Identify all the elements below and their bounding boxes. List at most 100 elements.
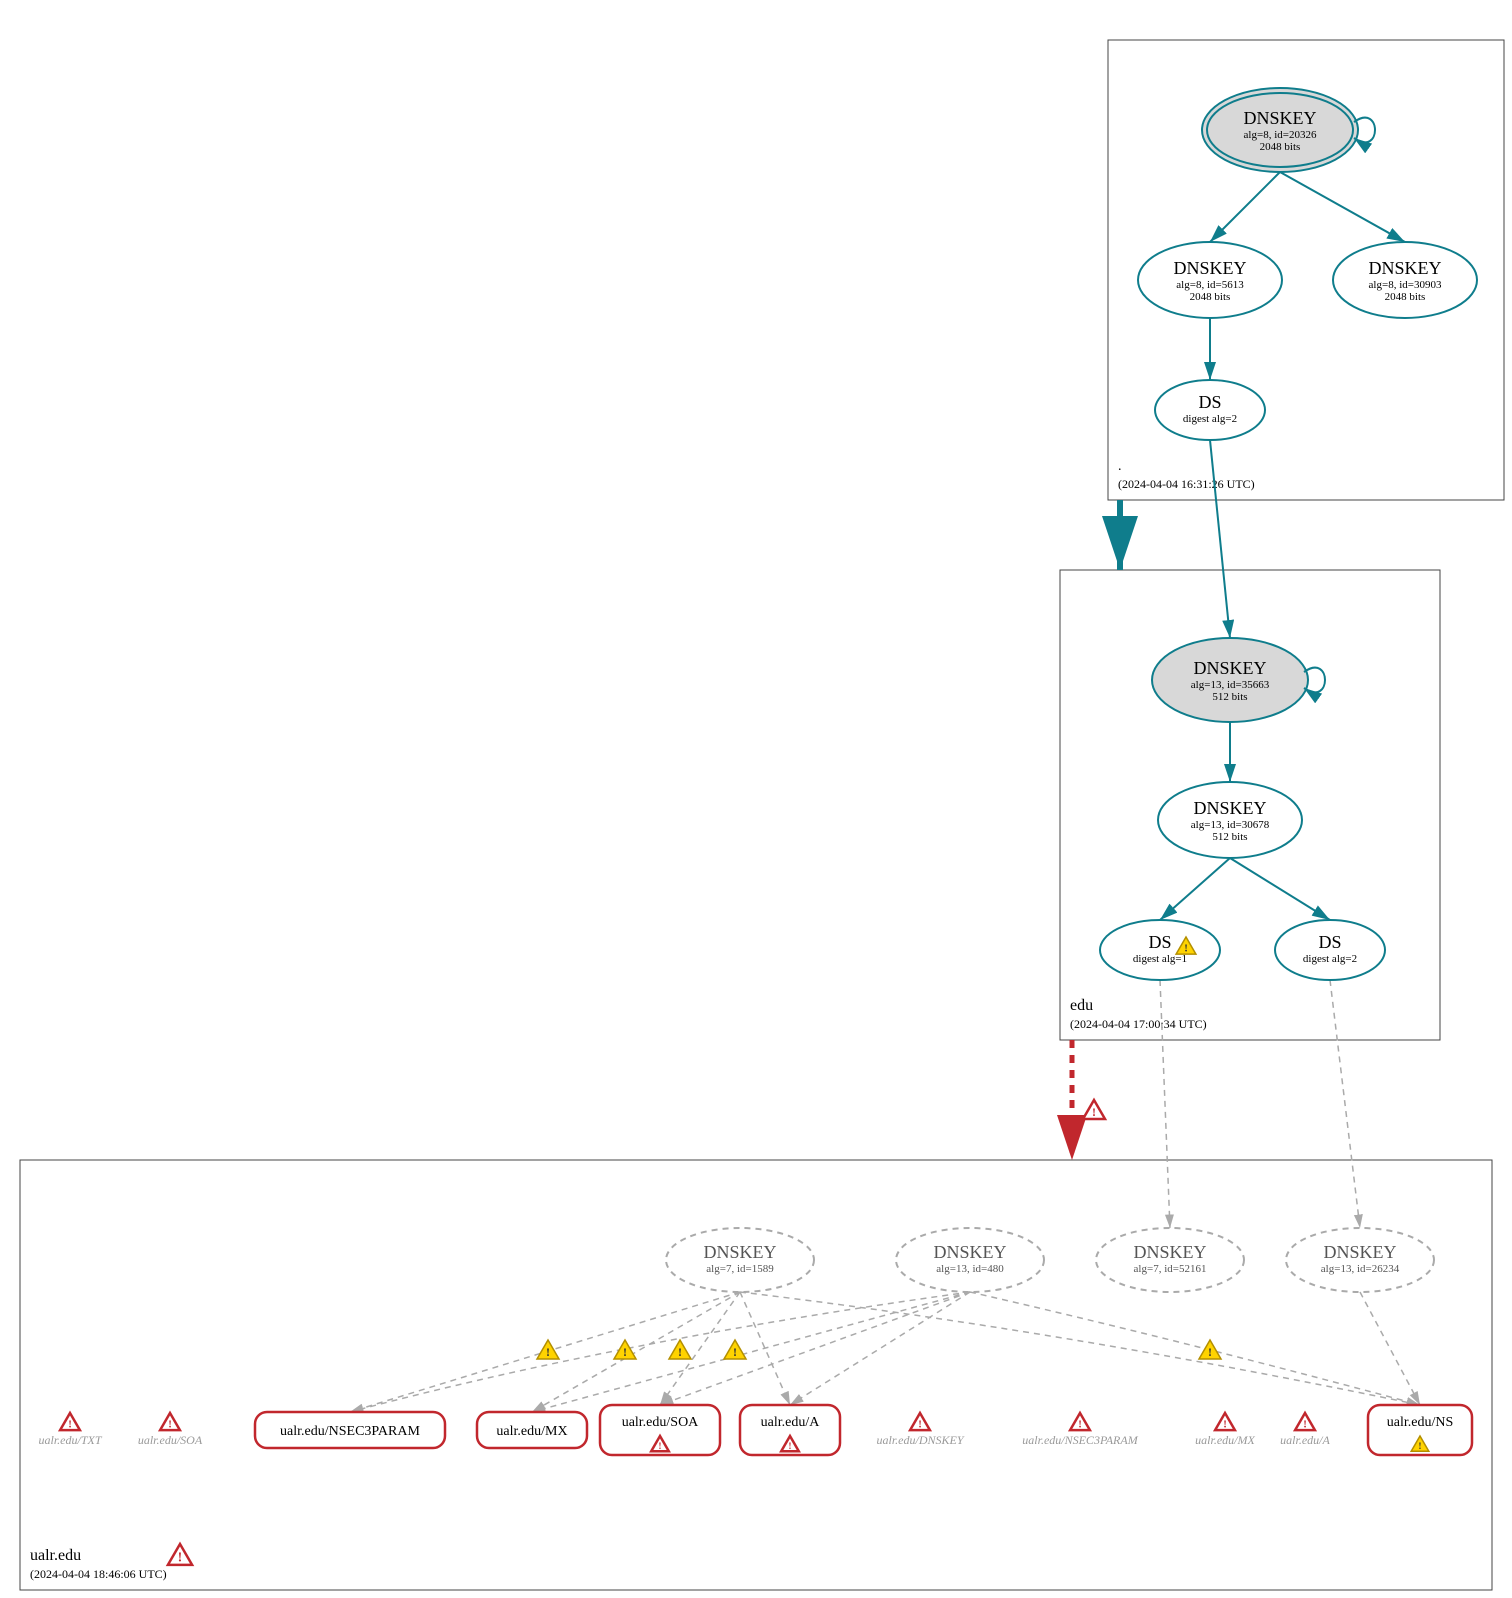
svg-text:DNSKEY: DNSKEY — [1133, 1242, 1206, 1262]
svg-text:ualr.edu/SOA: ualr.edu/SOA — [622, 1415, 699, 1430]
svg-text:!: ! — [1078, 1418, 1082, 1430]
svg-text:512 bits: 512 bits — [1212, 691, 1247, 703]
svg-text:512 bits: 512 bits — [1212, 831, 1247, 843]
svg-text:alg=8, id=5613: alg=8, id=5613 — [1176, 279, 1244, 291]
svg-text:ualr.edu/TXT: ualr.edu/TXT — [38, 1433, 102, 1447]
svg-text:.: . — [1118, 459, 1122, 474]
svg-text:ualr.edu/A: ualr.edu/A — [761, 1415, 821, 1430]
svg-text:ualr.edu/NSEC3PARAM: ualr.edu/NSEC3PARAM — [1022, 1433, 1138, 1447]
svg-text:(2024-04-04 18:46:06 UTC): (2024-04-04 18:46:06 UTC) — [30, 1567, 167, 1581]
svg-text:DNSKEY: DNSKEY — [1243, 108, 1316, 128]
svg-text:alg=13, id=480: alg=13, id=480 — [936, 1263, 1004, 1275]
warning-icon: ! — [669, 1340, 691, 1359]
svg-text:!: ! — [658, 1441, 661, 1452]
rr-ghost-gnsec: ! ualr.edu/NSEC3PARAM — [1022, 1413, 1138, 1447]
svg-text:alg=8, id=30903: alg=8, id=30903 — [1369, 279, 1442, 291]
svg-text:2048 bits: 2048 bits — [1190, 291, 1231, 303]
warning-icon: ! — [614, 1340, 636, 1359]
nodes: DNSKEYalg=8, id=203262048 bitsDNSKEYalg=… — [666, 88, 1477, 1292]
rr-ghost-gsoa: ! ualr.edu/SOA — [138, 1413, 203, 1447]
svg-text:ualr.edu/NSEC3PARAM: ualr.edu/NSEC3PARAM — [280, 1424, 420, 1439]
svg-text:DNSKEY: DNSKEY — [1368, 258, 1441, 278]
svg-text:alg=8, id=20326: alg=8, id=20326 — [1244, 129, 1317, 141]
svg-text:DS: DS — [1148, 932, 1171, 952]
svg-text:alg=7, id=1589: alg=7, id=1589 — [706, 1263, 774, 1275]
rr-ns: ualr.edu/NS! — [1368, 1405, 1472, 1455]
warning-icon: ! — [537, 1340, 559, 1359]
warning-icon: ! — [1199, 1340, 1221, 1359]
svg-text:!: ! — [178, 1550, 182, 1565]
svg-text:ualr.edu/MX: ualr.edu/MX — [496, 1424, 567, 1439]
svg-text:digest alg=2: digest alg=2 — [1303, 953, 1357, 965]
rr-ghost-txt: ! ualr.edu/TXT — [38, 1413, 102, 1447]
svg-text:DNSKEY: DNSKEY — [1193, 658, 1266, 678]
node-root_ksk: DNSKEYalg=8, id=203262048 bits — [1202, 88, 1375, 172]
error-icon: ! — [1070, 1413, 1090, 1430]
svg-text:DS: DS — [1198, 392, 1221, 412]
svg-text:!: ! — [546, 1345, 550, 1359]
svg-text:alg=7, id=52161: alg=7, id=52161 — [1134, 1263, 1207, 1275]
svg-text:!: ! — [1092, 1105, 1096, 1119]
svg-text:ualr.edu/MX: ualr.edu/MX — [1195, 1433, 1255, 1447]
warning-icon: ! — [724, 1340, 746, 1359]
node-ualr_dk3: DNSKEYalg=7, id=52161 — [1096, 1228, 1244, 1292]
error-icon: ! — [1215, 1413, 1235, 1430]
svg-text:DS: DS — [1318, 932, 1341, 952]
node-ualr_dk2: DNSKEYalg=13, id=480 — [896, 1228, 1044, 1292]
node-root_ds: DSdigest alg=2 — [1155, 380, 1265, 440]
svg-text:!: ! — [168, 1418, 172, 1430]
node-edu_zsk: DNSKEYalg=13, id=30678512 bits — [1158, 782, 1302, 858]
node-edu_ds1: DSdigest alg=1! — [1100, 920, 1220, 980]
rr-mx: ualr.edu/MX — [477, 1412, 587, 1448]
svg-text:!: ! — [623, 1345, 627, 1359]
svg-text:alg=13, id=30678: alg=13, id=30678 — [1191, 819, 1270, 831]
rr-a: ualr.edu/A! — [740, 1405, 840, 1455]
svg-text:ualr.edu/NS: ualr.edu/NS — [1387, 1415, 1454, 1430]
svg-text:!: ! — [788, 1441, 791, 1452]
rr-ghost-gdk: ! ualr.edu/DNSKEY — [876, 1413, 964, 1447]
svg-text:!: ! — [68, 1418, 72, 1430]
error-icon: ! — [1295, 1413, 1315, 1430]
svg-text:(2024-04-04 17:00:34 UTC): (2024-04-04 17:00:34 UTC) — [1070, 1017, 1207, 1031]
svg-text:DNSKEY: DNSKEY — [933, 1242, 1006, 1262]
rr-soa: ualr.edu/SOA! — [600, 1405, 720, 1455]
rr-boxes: ualr.edu/NSEC3PARAM ualr.edu/MX ualr.edu/S… — [255, 1405, 1472, 1455]
svg-text:edu: edu — [1070, 997, 1093, 1014]
node-root_zsk2: DNSKEYalg=8, id=309032048 bits — [1333, 242, 1477, 318]
node-edu_ksk: DNSKEYalg=13, id=35663512 bits — [1152, 638, 1325, 722]
node-edu_ds2: DSdigest alg=2 — [1275, 920, 1385, 980]
svg-text:ualr.edu: ualr.edu — [30, 1547, 81, 1564]
node-ualr_dk1: DNSKEYalg=7, id=1589 — [666, 1228, 814, 1292]
rr-ghost-ga: ! ualr.edu/A — [1280, 1413, 1330, 1447]
rr-ghost-gmx: ! ualr.edu/MX — [1195, 1413, 1255, 1447]
dnssec-auth-graph: .(2024-04-04 16:31:26 UTC)edu(2024-04-04… — [0, 0, 1512, 1598]
svg-text:2048 bits: 2048 bits — [1385, 291, 1426, 303]
svg-text:!: ! — [678, 1345, 682, 1359]
svg-text:alg=13, id=35663: alg=13, id=35663 — [1191, 679, 1270, 691]
error-icon: ! — [168, 1544, 192, 1565]
zone-ualr: ualr.edu (2024-04-04 18:46:06 UTC) — [20, 1160, 1492, 1590]
rr-nsec3: ualr.edu/NSEC3PARAM — [255, 1412, 445, 1448]
svg-text:DNSKEY: DNSKEY — [1323, 1242, 1396, 1262]
svg-text:digest alg=2: digest alg=2 — [1183, 413, 1237, 425]
error-icon: ! — [1083, 1100, 1105, 1119]
svg-text:!: ! — [1184, 942, 1188, 954]
svg-text:!: ! — [733, 1345, 737, 1359]
svg-text:ualr.edu/DNSKEY: ualr.edu/DNSKEY — [876, 1433, 964, 1447]
error-icon: ! — [910, 1413, 930, 1430]
node-root_zsk1: DNSKEYalg=8, id=56132048 bits — [1138, 242, 1282, 318]
svg-text:!: ! — [1223, 1418, 1227, 1430]
svg-text:ualr.edu/SOA: ualr.edu/SOA — [138, 1433, 203, 1447]
error-icon: ! — [60, 1413, 80, 1430]
svg-text:DNSKEY: DNSKEY — [1193, 798, 1266, 818]
svg-text:!: ! — [1208, 1345, 1212, 1359]
svg-text:ualr.edu/A: ualr.edu/A — [1280, 1433, 1330, 1447]
svg-text:alg=13, id=26234: alg=13, id=26234 — [1321, 1263, 1400, 1275]
svg-text:!: ! — [1418, 1441, 1421, 1452]
svg-text:!: ! — [1303, 1418, 1307, 1430]
svg-text:DNSKEY: DNSKEY — [1173, 258, 1246, 278]
svg-text:DNSKEY: DNSKEY — [703, 1242, 776, 1262]
error-icon: ! — [160, 1413, 180, 1430]
svg-text:!: ! — [918, 1418, 922, 1430]
node-ualr_dk4: DNSKEYalg=13, id=26234 — [1286, 1228, 1434, 1292]
